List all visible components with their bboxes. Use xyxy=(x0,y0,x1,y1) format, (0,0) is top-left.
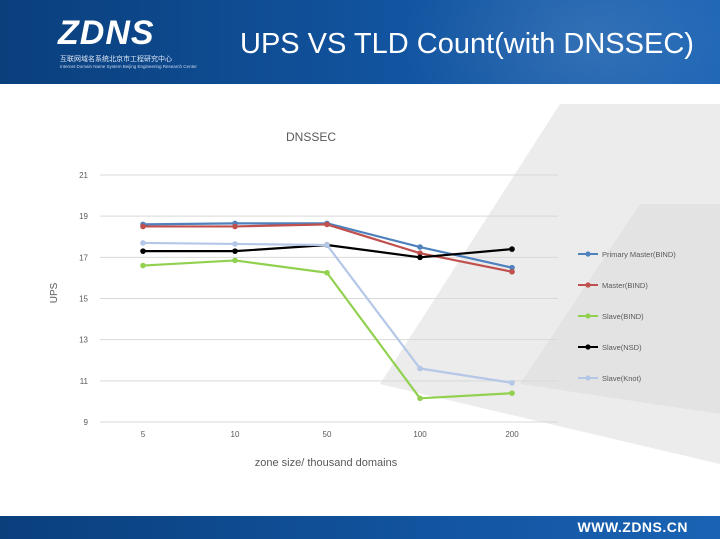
chart-title: DNSSEC xyxy=(286,130,336,144)
zdns-logo: ZDNS 互联网域名系统北京市工程研究中心 Internet Domain Na… xyxy=(58,14,198,74)
data-point xyxy=(417,395,423,402)
data-point xyxy=(324,269,330,276)
slide-title: UPS VS TLD Count(with DNSSEC) xyxy=(240,28,694,60)
legend-item: Master(BIND) xyxy=(578,281,648,290)
series-4 xyxy=(140,240,515,386)
legend-label: Master(BIND) xyxy=(602,281,648,290)
data-point xyxy=(509,380,515,386)
x-tick-label: 5 xyxy=(141,430,146,439)
legend-marker xyxy=(585,375,591,381)
chart-area: DNSSEC 9 11 13 15 17 19 21 5 10 50 100 200 UPS zon… xyxy=(0,84,720,516)
data-point xyxy=(324,221,330,228)
y-tick-label: 9 xyxy=(84,418,89,427)
legend-item: Slave(BIND) xyxy=(578,312,644,321)
x-tick-label: 200 xyxy=(505,430,519,439)
y-tick-label: 15 xyxy=(79,295,88,304)
data-point xyxy=(232,223,238,230)
slide-footer: WWW.ZDNS.CN xyxy=(0,516,720,539)
data-point xyxy=(140,262,146,269)
data-point xyxy=(509,268,515,275)
y-tick-label: 11 xyxy=(80,377,89,386)
slide-header: ZDNS 互联网域名系统北京市工程研究中心 Internet Domain Na… xyxy=(0,0,720,84)
data-point xyxy=(417,250,423,257)
data-point xyxy=(232,257,238,264)
legend-marker xyxy=(585,282,591,288)
data-point xyxy=(417,365,423,372)
y-axis-ticks: 9 11 13 15 17 19 21 xyxy=(79,171,88,427)
line-chart: DNSSEC 9 11 13 15 17 19 21 5 10 50 100 200 UPS zon… xyxy=(49,130,676,469)
y-tick-label: 17 xyxy=(79,253,88,262)
footer-url: WWW.ZDNS.CN xyxy=(577,519,688,535)
legend-label: Slave(NSD) xyxy=(602,343,642,352)
data-point xyxy=(509,246,515,252)
legend-label: Slave(Knot) xyxy=(602,374,642,383)
data-point xyxy=(324,242,330,248)
series-line xyxy=(142,259,513,400)
series-group xyxy=(140,220,515,402)
data-point xyxy=(232,241,238,247)
x-tick-label: 50 xyxy=(323,430,332,439)
y-axis-label: UPS xyxy=(49,282,60,303)
legend-item: Primary Master(BIND) xyxy=(578,250,676,259)
data-point xyxy=(140,240,146,246)
legend-marker xyxy=(585,344,591,350)
series-line xyxy=(142,241,513,384)
series-line xyxy=(143,223,513,273)
x-axis-ticks: 5 10 50 100 200 xyxy=(141,430,519,439)
y-tick-label: 19 xyxy=(79,212,88,221)
legend-label: Slave(BIND) xyxy=(602,312,644,321)
legend: Primary Master(BIND) Master(BIND) Slave(BI… xyxy=(578,250,676,383)
series-2 xyxy=(140,257,515,402)
series-1 xyxy=(140,221,515,275)
grid-lines xyxy=(100,174,558,423)
x-tick-label: 10 xyxy=(231,430,240,439)
x-tick-label: 100 xyxy=(413,430,427,439)
logo-wordmark: ZDNS xyxy=(58,14,155,52)
data-point xyxy=(417,244,423,250)
legend-marker xyxy=(585,313,591,319)
x-axis-label: zone size/ thousand domains xyxy=(255,457,398,469)
background-shape xyxy=(380,104,720,464)
data-point xyxy=(509,390,515,396)
logo-subtitle-en: Internet Domain Name System Beijing Engi… xyxy=(60,64,197,69)
y-tick-label: 13 xyxy=(79,336,88,345)
legend-marker xyxy=(585,251,591,257)
data-point xyxy=(509,264,515,271)
logo-subtitle-cn: 互联网域名系统北京市工程研究中心 xyxy=(60,56,172,63)
legend-item: Slave(Knot) xyxy=(578,374,642,383)
header-shine xyxy=(400,0,720,84)
data-point xyxy=(140,248,146,254)
legend-item: Slave(NSD) xyxy=(578,343,642,352)
data-point xyxy=(417,254,423,261)
legend-label: Primary Master(BIND) xyxy=(602,250,676,259)
data-point xyxy=(140,223,146,230)
y-tick-label: 21 xyxy=(79,171,88,180)
data-point xyxy=(232,248,238,254)
